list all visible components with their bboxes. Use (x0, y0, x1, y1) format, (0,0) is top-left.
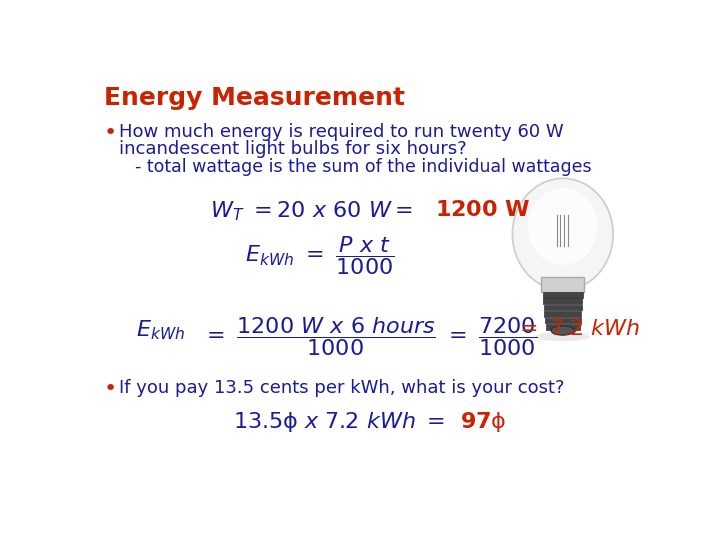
Text: $\mathbf{1200 \ W}$: $\mathbf{1200 \ W}$ (435, 200, 530, 220)
Text: •: • (104, 123, 117, 143)
Text: $= \ 7.2 \ kWh$: $= \ 7.2 \ kWh$ (515, 319, 640, 339)
FancyBboxPatch shape (541, 276, 585, 292)
FancyBboxPatch shape (546, 324, 580, 330)
Text: - total wattage is the sum of the individual wattages: - total wattage is the sum of the indivi… (135, 158, 592, 176)
Text: $= \ \dfrac{1200 \ W \ x \ 6 \ hours}{1000} \ = \ \dfrac{7200}{1000}$: $= \ \dfrac{1200 \ W \ x \ 6 \ hours}{10… (202, 315, 538, 358)
Text: Energy Measurement: Energy Measurement (104, 86, 405, 110)
Text: •: • (104, 379, 117, 399)
Ellipse shape (551, 326, 575, 335)
Ellipse shape (528, 188, 598, 265)
FancyBboxPatch shape (544, 305, 582, 310)
Text: $E_{kWh} \ = \ \dfrac{P \ x \ t}{1000}$: $E_{kWh} \ = \ \dfrac{P \ x \ t}{1000}$ (245, 234, 395, 277)
Ellipse shape (513, 178, 613, 290)
FancyBboxPatch shape (543, 299, 582, 304)
Text: If you pay 13.5 cents per kWh, what is your cost?: If you pay 13.5 cents per kWh, what is y… (120, 379, 565, 397)
FancyBboxPatch shape (543, 292, 583, 298)
Text: $E_{kWh}$: $E_{kWh}$ (137, 319, 186, 342)
Text: incandescent light bulbs for six hours?: incandescent light bulbs for six hours? (120, 140, 467, 158)
FancyBboxPatch shape (545, 318, 580, 323)
Text: $\mathbf{97\mathsf{\phi}}$: $\mathbf{97\mathsf{\phi}}$ (461, 410, 507, 434)
Text: How much energy is required to run twenty 60 W: How much energy is required to run twent… (120, 123, 564, 140)
Text: $13.5\mathsf{\phi} \ x \ 7.2 \ kWh \ =$: $13.5\mathsf{\phi} \ x \ 7.2 \ kWh \ =$ (233, 410, 446, 434)
FancyBboxPatch shape (544, 311, 581, 317)
Ellipse shape (536, 332, 590, 341)
Text: $W_T \ = 20 \ x \ 60 \ W =$: $W_T \ = 20 \ x \ 60 \ W =$ (210, 200, 413, 223)
